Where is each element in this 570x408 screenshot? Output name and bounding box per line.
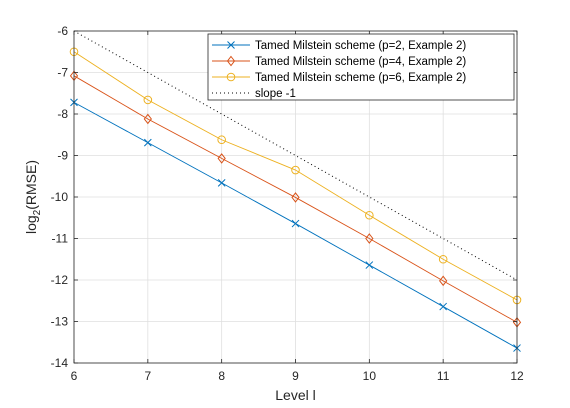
data-point [291,165,300,175]
y-tick-label: -11 [52,232,69,246]
y-tick-label: -13 [51,315,69,329]
x-tick-label: 6 [71,369,78,383]
y-tick-label: -6 [57,24,68,38]
x-tick-label: 9 [292,369,299,383]
legend: Tamed Milstein scheme (p=2, Example 2) Ta… [207,33,515,101]
x-tick-label: 10 [363,369,377,383]
series-3 [69,47,522,305]
data-point [365,261,374,269]
series-4 [73,30,518,281]
data-point [217,135,226,145]
legend-entry: slope -1 [212,88,296,100]
y-tick-label: -12 [51,273,69,287]
y-axis-label: log2(RMSE) [23,160,43,234]
data-point [227,41,235,49]
y-axis-label-suffix: (RMSE) [23,160,39,210]
data-point [439,275,448,287]
data-point [365,210,374,220]
data-point [143,113,152,125]
data-point [365,233,374,244]
data-point [226,72,236,82]
x-axis-label: Level l [275,387,315,403]
series-line [73,30,518,281]
data-point [217,179,226,187]
data-point [217,153,226,164]
legend-entry: Tamed Milstein scheme (p=6, Example 2) [212,72,466,84]
y-axis-label-subscript: 2 [32,209,43,215]
x-tick-label: 8 [218,369,225,383]
series-line [73,51,518,301]
x-tick-label: 12 [510,369,524,383]
data-point [291,219,300,228]
data-point [226,55,236,67]
series-line [73,75,518,323]
y-axis-label-main: log [23,215,39,234]
data-point [439,302,448,311]
y-tick-label: -9 [57,149,68,163]
data-point [143,95,153,105]
y-tick-label: -8 [57,107,68,121]
legend-label: slope -1 [255,88,296,100]
y-tick-label: -10 [51,190,69,204]
x-tick-label: 7 [144,369,151,383]
legend-box [207,33,515,101]
data-point [143,138,152,147]
y-tick-label: -7 [57,66,68,80]
ticks: 6 7 8 9 10 11 12 -14 -13 -12 -11 -10 -9 -8 -7 -6 [51,24,524,383]
legend-label: Tamed Milstein scheme (p=4, Example 2) [255,56,466,68]
y-tick-label: -14 [51,356,69,370]
legend-label: Tamed Milstein scheme (p=2, Example 2) [255,40,466,52]
series-2 [69,70,522,328]
data-point [438,254,448,264]
legend-label: Tamed Milstein scheme (p=6, Example 2) [255,72,466,84]
data-point [291,192,300,203]
series-1 [70,98,521,352]
x-tick-label: 11 [437,369,450,383]
series-layer [69,30,522,352]
legend-entry: Tamed Milstein scheme (p=4, Example 2) [212,55,466,68]
legend-entry: Tamed Milstein scheme (p=2, Example 2) [212,40,466,52]
